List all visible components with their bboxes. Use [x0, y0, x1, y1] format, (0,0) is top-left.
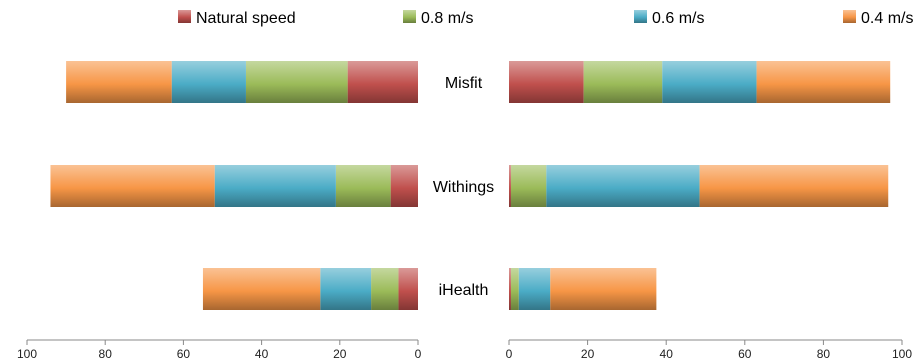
bar-left-withings-0-4-m-s	[50, 165, 215, 207]
tick-label-left: 40	[255, 347, 269, 361]
bar-left-ihealth-0-4-m-s	[202, 268, 321, 310]
bar-right-withings-natural-speed	[509, 165, 511, 207]
bar-right-ihealth-0-4-m-s	[550, 268, 657, 310]
bar-right-ihealth-natural-speed	[509, 268, 511, 310]
tick-label-left: 60	[177, 347, 191, 361]
tick-label-left: 80	[99, 347, 113, 361]
bar-right-misfit-0-8-m-s	[583, 61, 663, 103]
legend-swatch-0-6-m-s	[634, 10, 647, 23]
category-label-misfit: Misfit	[445, 75, 483, 92]
tick-label-right: 0	[506, 347, 513, 361]
bar-right-withings-0-4-m-s	[699, 165, 889, 207]
legend-label-0-4-m-s: 0.4 m/s	[861, 10, 913, 27]
bar-left-ihealth-natural-speed	[398, 268, 418, 310]
bar-left-misfit-0-8-m-s	[245, 61, 348, 103]
bar-left-ihealth-0-8-m-s	[371, 268, 399, 310]
tick-label-left: 20	[333, 347, 347, 361]
tick-label-right: 60	[738, 347, 752, 361]
bar-right-ihealth-0-8-m-s	[510, 268, 519, 310]
tick-label-right: 100	[892, 347, 912, 361]
bar-right-misfit-natural-speed	[509, 61, 584, 103]
legend-label-natural-speed: Natural speed	[196, 10, 296, 27]
legend-label-0-6-m-s: 0.6 m/s	[652, 10, 704, 27]
tick-label-right: 20	[581, 347, 595, 361]
bar-right-withings-0-8-m-s	[510, 165, 547, 207]
bar-right-ihealth-0-6-m-s	[518, 268, 551, 310]
bar-right-misfit-0-6-m-s	[662, 61, 757, 103]
category-label-ihealth: iHealth	[439, 282, 489, 299]
legend-swatch-0-8-m-s	[403, 10, 416, 23]
legend-swatch-natural-speed	[178, 10, 191, 23]
tick-label-left: 100	[17, 347, 37, 361]
bar-right-withings-0-6-m-s	[546, 165, 700, 207]
bar-left-misfit-0-6-m-s	[171, 61, 246, 103]
bar-left-ihealth-0-6-m-s	[320, 268, 372, 310]
tick-label-left: 0	[415, 347, 422, 361]
bar-left-misfit-natural-speed	[347, 61, 418, 103]
bar-right-misfit-0-4-m-s	[756, 61, 891, 103]
tick-label-right: 80	[817, 347, 831, 361]
tick-label-right: 40	[660, 347, 674, 361]
bar-left-withings-0-6-m-s	[214, 165, 336, 207]
bar-left-withings-0-8-m-s	[335, 165, 391, 207]
bar-left-withings-natural-speed	[390, 165, 418, 207]
bar-left-misfit-0-4-m-s	[66, 61, 172, 103]
legend-label-0-8-m-s: 0.8 m/s	[421, 10, 473, 27]
category-label-withings: Withings	[433, 179, 494, 196]
legend-swatch-0-4-m-s	[843, 10, 856, 23]
